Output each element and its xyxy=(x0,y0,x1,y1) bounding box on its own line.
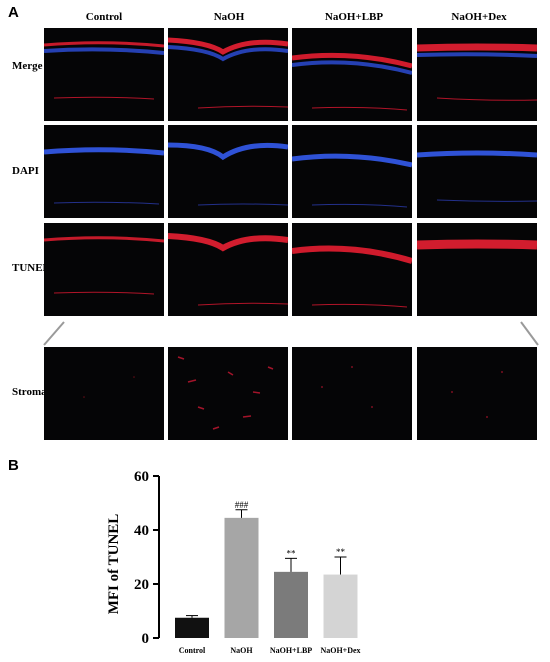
micrograph-merge-control xyxy=(44,28,164,121)
row-label-tunel: TUNEL xyxy=(12,262,50,274)
panel-a-label: A xyxy=(8,4,19,21)
column-header-naoh: NaOH xyxy=(213,11,245,23)
y-tick-label: 60 xyxy=(134,469,149,485)
micrograph-stroma-naoh-lbp xyxy=(292,347,412,440)
micrograph-tunel-naoh-dex xyxy=(417,223,537,316)
y-axis-label: MFI of TUNEL xyxy=(106,514,122,615)
micrograph-tunel-control xyxy=(44,223,164,316)
row-label-dapi: DAPI xyxy=(12,165,39,177)
y-tick-label: 0 xyxy=(142,631,150,647)
micrograph-merge-naoh-lbp xyxy=(292,28,412,121)
x-tick-label: NaOH+LBP xyxy=(270,646,312,655)
bar-chart: MFI of TUNEL 0 20 40 60 Control ### NaOH ** NaOH… xyxy=(106,469,361,655)
micrograph-merge-naoh xyxy=(168,28,288,121)
bar xyxy=(224,517,259,638)
micrograph-dapi-naoh xyxy=(168,125,288,218)
column-header-control: Control xyxy=(85,11,123,23)
x-tick-label: NaOH xyxy=(230,646,253,655)
micrograph-stroma-naoh-dex xyxy=(417,347,537,440)
row-label-stroma: Stroma xyxy=(12,386,47,398)
micrograph-stroma-naoh xyxy=(168,347,288,440)
y-tick-label: 20 xyxy=(134,577,149,593)
panel-b-label: B xyxy=(8,457,19,474)
column-header-naoh-dex: NaOH+Dex xyxy=(451,11,507,23)
x-tick-label: NaOH+Dex xyxy=(320,646,360,655)
significance-marker: ** xyxy=(336,547,346,557)
x-tick-label: Control xyxy=(179,646,206,655)
bar xyxy=(274,571,308,638)
micrograph-dapi-naoh-lbp xyxy=(292,125,412,218)
significance-marker: ** xyxy=(287,548,297,558)
micrograph-stroma-control xyxy=(44,347,164,440)
column-header-naoh-lbp: NaOH+LBP xyxy=(324,11,384,23)
bar xyxy=(323,574,358,638)
micrograph-dapi-control xyxy=(44,125,164,218)
micrograph-tunel-naoh xyxy=(168,223,288,316)
micrograph-dapi-naoh-dex xyxy=(417,125,537,218)
significance-marker: ### xyxy=(235,500,249,510)
y-tick-label: 40 xyxy=(134,523,149,539)
micrograph-merge-naoh-dex xyxy=(417,28,537,121)
micrograph-tunel-naoh-lbp xyxy=(292,223,412,316)
bar xyxy=(175,617,209,638)
row-label-merge: Merge xyxy=(12,60,43,72)
